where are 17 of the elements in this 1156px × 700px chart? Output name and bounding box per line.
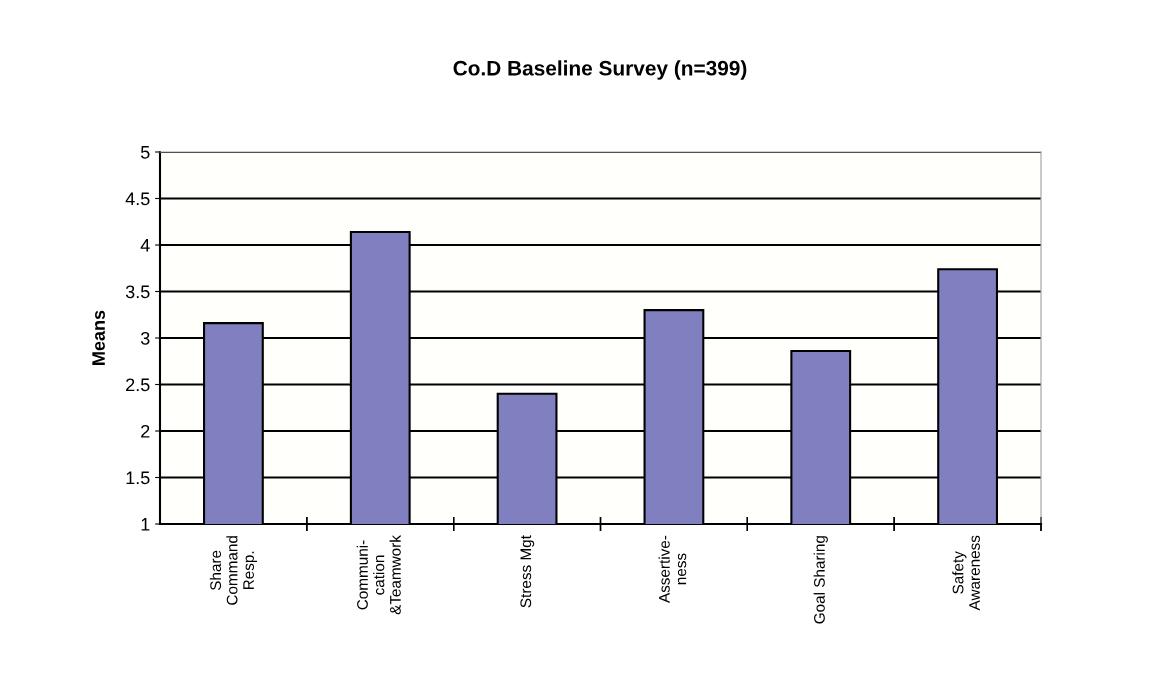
y-tick-label: 3 [140, 331, 150, 345]
y-tick-label: 2.5 [126, 378, 150, 392]
y-tick-label: 1 [141, 518, 150, 531]
y-axis-title: Means [92, 310, 105, 365]
y-tick-label: 2 [141, 424, 150, 438]
x-tick-label: Assertive- ness [658, 535, 687, 603]
y-tick-label: 4 [140, 239, 150, 252]
x-tick-label: Stress Mgt [520, 535, 535, 608]
x-tick-label: Share Command Resp. [209, 536, 257, 605]
y-tick-label: 5 [140, 146, 150, 159]
x-tick-label: Goal Sharing [813, 536, 828, 624]
x-tick-label: Safety Awareness [952, 535, 980, 611]
x-tick-label: Communi- cation &Teamwork [356, 535, 401, 615]
y-tick-label: 4.5 [125, 192, 150, 206]
y-tick-label: 3.5 [125, 285, 150, 299]
y-tick-label: 1.5 [126, 471, 150, 485]
chart-title: Co.D Baseline Survey (n=399) [453, 60, 747, 80]
